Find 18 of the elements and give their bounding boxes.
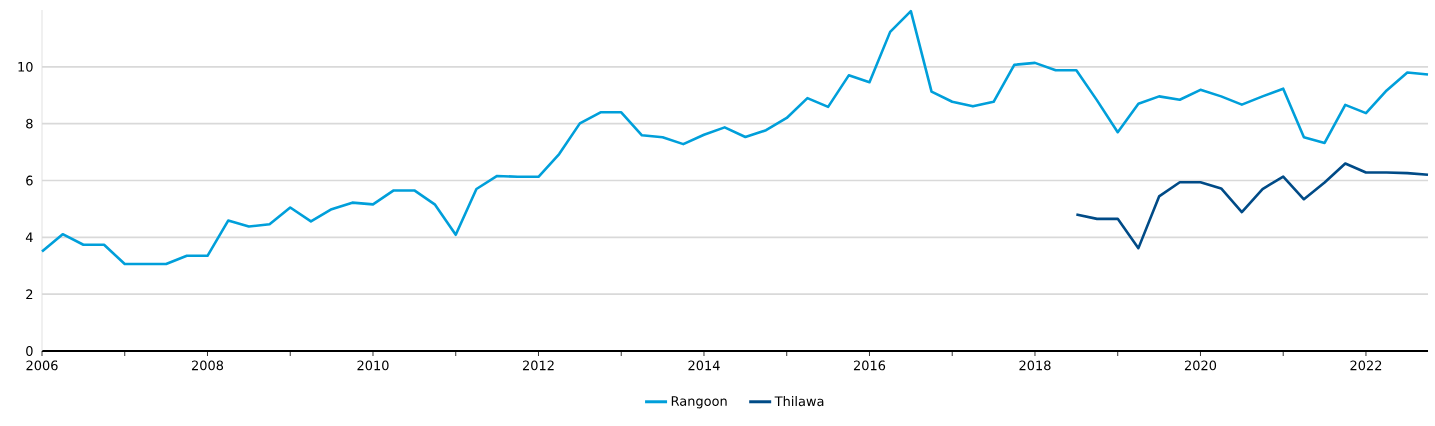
x-tick-label: 2006 (26, 360, 58, 371)
y-tick-label: 4 (25, 232, 33, 243)
x-tick-label: 2014 (688, 360, 720, 371)
x-tick-label: 2022 (1350, 360, 1382, 371)
x-tick-label: 2020 (1184, 360, 1217, 371)
y-tick-label: 0 (26, 346, 33, 356)
line-series (1075, 162, 1430, 250)
x-tick-label: 2012 (522, 360, 554, 371)
x-tick-label: 2016 (853, 360, 886, 371)
legend-label: Thilawa (774, 396, 824, 407)
x-tick-label: 2010 (357, 360, 389, 371)
y-tick-label: 6 (26, 175, 33, 186)
legend-label: Rangoon (671, 396, 727, 409)
y-tick-label: 2 (26, 289, 33, 299)
x-tick-label: 2008 (191, 360, 224, 371)
y-tick-label: 8 (26, 118, 33, 129)
y-tick-label: 10 (18, 61, 33, 72)
x-tick-label: 2018 (1019, 360, 1051, 371)
